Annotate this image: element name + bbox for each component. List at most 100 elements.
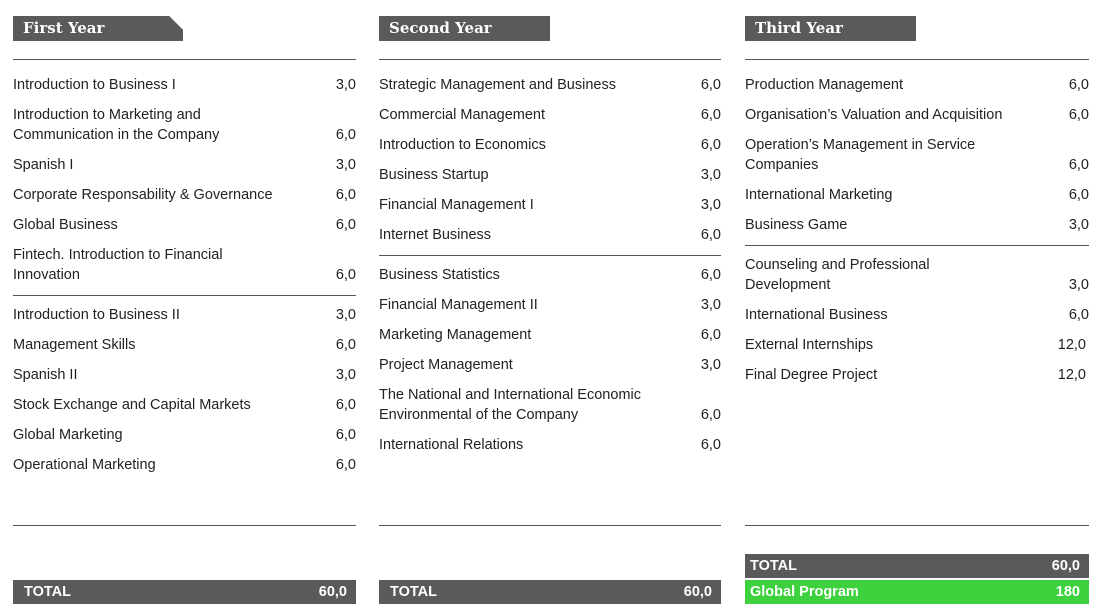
course-name: External Internships: [745, 337, 874, 353]
course-credits: 3,0: [1068, 277, 1089, 293]
course-credits: 3,0: [1068, 217, 1089, 233]
course-credits: 3,0: [700, 297, 721, 313]
course-credits: 6,0: [700, 437, 721, 453]
total-value: 60,0: [318, 584, 347, 600]
course-row: Strategic Management and Business 6,0: [379, 75, 721, 95]
second-year-header: Second Year: [379, 16, 550, 41]
total-value: 60,0: [1051, 558, 1080, 574]
course-name: Management Skills: [13, 337, 136, 353]
course-credits: 6,0: [1068, 307, 1089, 323]
course-credits: 6,0: [335, 187, 356, 203]
divider: [379, 525, 721, 526]
course-row: Counseling and Professional Development …: [745, 255, 1089, 295]
course-credits: 3,0: [335, 157, 356, 173]
course-credits: 3,0: [700, 357, 721, 373]
course-row: Commercial Management 6,0: [379, 105, 721, 125]
course-credits: 3,0: [700, 197, 721, 213]
course-name: Strategic Management and Business: [379, 77, 616, 93]
course-name: Corporate Responsability & Governance: [13, 187, 273, 203]
course-row: Introduction to Marketing and Communicat…: [13, 105, 356, 145]
course-name: Internet Business: [379, 227, 492, 243]
course-name: Spanish I: [13, 157, 74, 173]
course-row: Introduction to Business II 3,0: [13, 305, 356, 325]
second-year-total-bar: TOTAL 60,0: [379, 580, 721, 604]
course-credits: 6,0: [1068, 157, 1089, 173]
course-credits: 12,0: [1057, 337, 1086, 353]
global-program-value: 180: [1055, 584, 1080, 600]
course-name: Counseling and Professional Development: [745, 257, 930, 293]
total-value: 60,0: [683, 584, 712, 600]
course-row: Global Marketing 6,0: [13, 425, 356, 445]
course-row: Financial Management II 3,0: [379, 295, 721, 315]
course-name: International Marketing: [745, 187, 893, 203]
course-name: Global Marketing: [13, 427, 123, 443]
course-credits: 6,0: [700, 267, 721, 283]
course-name: Stock Exchange and Capital Markets: [13, 397, 251, 413]
course-row: Final Degree Project 12,0: [745, 365, 1089, 385]
course-credits: 6,0: [700, 407, 721, 423]
course-row: Internet Business 6,0: [379, 225, 721, 245]
course-credits: 6,0: [335, 217, 356, 233]
course-row: Global Business 6,0: [13, 215, 356, 235]
course-row: Operation’s Management in Service Compan…: [745, 135, 1089, 175]
course-row: International Marketing 6,0: [745, 185, 1089, 205]
total-label: TOTAL: [390, 584, 437, 600]
course-name: Spanish II: [13, 367, 78, 383]
course-name: Introduction to Business II: [13, 307, 180, 323]
course-name: Operation’s Management in Service Compan…: [745, 137, 976, 173]
course-row: Financial Management I 3,0: [379, 195, 721, 215]
course-row: Spanish I 3,0: [13, 155, 356, 175]
course-credits: 6,0: [335, 267, 356, 283]
course-row: Marketing Management 6,0: [379, 325, 721, 345]
course-row: External Internships 12,0: [745, 335, 1089, 355]
global-program-bar: Global Program 180: [745, 580, 1089, 604]
course-name: The National and International Economic …: [379, 387, 641, 423]
course-row: Introduction to Economics 6,0: [379, 135, 721, 155]
course-row: Operational Marketing 6,0: [13, 455, 356, 475]
course-name: Introduction to Business I: [13, 77, 176, 93]
course-credits: 6,0: [1068, 107, 1089, 123]
course-name: Business Statistics: [379, 267, 500, 283]
course-credits: 6,0: [700, 77, 721, 93]
course-row: International Relations 6,0: [379, 435, 721, 455]
global-program-label: Global Program: [750, 584, 859, 600]
course-credits: 6,0: [335, 397, 356, 413]
course-credits: 12,0: [1057, 367, 1086, 383]
course-name: Commercial Management: [379, 107, 546, 123]
course-name: Project Management: [379, 357, 513, 373]
course-credits: 3,0: [335, 307, 356, 323]
course-row: Business Statistics 6,0: [379, 265, 721, 285]
course-name: Business Game: [745, 217, 848, 233]
course-name: Introduction to Marketing and Communicat…: [13, 107, 220, 143]
course-name: Final Degree Project: [745, 367, 878, 383]
course-name: International Relations: [379, 437, 524, 453]
divider: [13, 525, 356, 526]
divider: [745, 525, 1089, 526]
semester-divider: [379, 255, 721, 256]
course-row: International Business 6,0: [745, 305, 1089, 325]
course-credits: 6,0: [335, 457, 356, 473]
first-year-header: First Year: [13, 16, 183, 41]
course-credits: 3,0: [335, 367, 356, 383]
course-row: Business Startup 3,0: [379, 165, 721, 185]
course-credits: 6,0: [1068, 77, 1089, 93]
course-credits: 6,0: [335, 337, 356, 353]
course-credits: 6,0: [335, 427, 356, 443]
first-year-total-bar: TOTAL 60,0: [13, 580, 356, 604]
course-name: International Business: [745, 307, 888, 323]
course-credits: 3,0: [335, 77, 356, 93]
course-credits: 6,0: [700, 137, 721, 153]
total-label: TOTAL: [750, 558, 797, 574]
course-row: Stock Exchange and Capital Markets 6,0: [13, 395, 356, 415]
divider: [13, 59, 356, 60]
course-credits: 3,0: [700, 167, 721, 183]
course-name: Financial Management II: [379, 297, 538, 313]
course-row: Fintech. Introduction to Financial Innov…: [13, 245, 356, 285]
course-name: Marketing Management: [379, 327, 532, 343]
course-name: Global Business: [13, 217, 118, 233]
course-name: Introduction to Economics: [379, 137, 546, 153]
course-row: Introduction to Business I 3,0: [13, 75, 356, 95]
course-row: The National and International Economic …: [379, 385, 721, 425]
course-row: Corporate Responsability & Governance 6,…: [13, 185, 356, 205]
total-label: TOTAL: [24, 584, 71, 600]
